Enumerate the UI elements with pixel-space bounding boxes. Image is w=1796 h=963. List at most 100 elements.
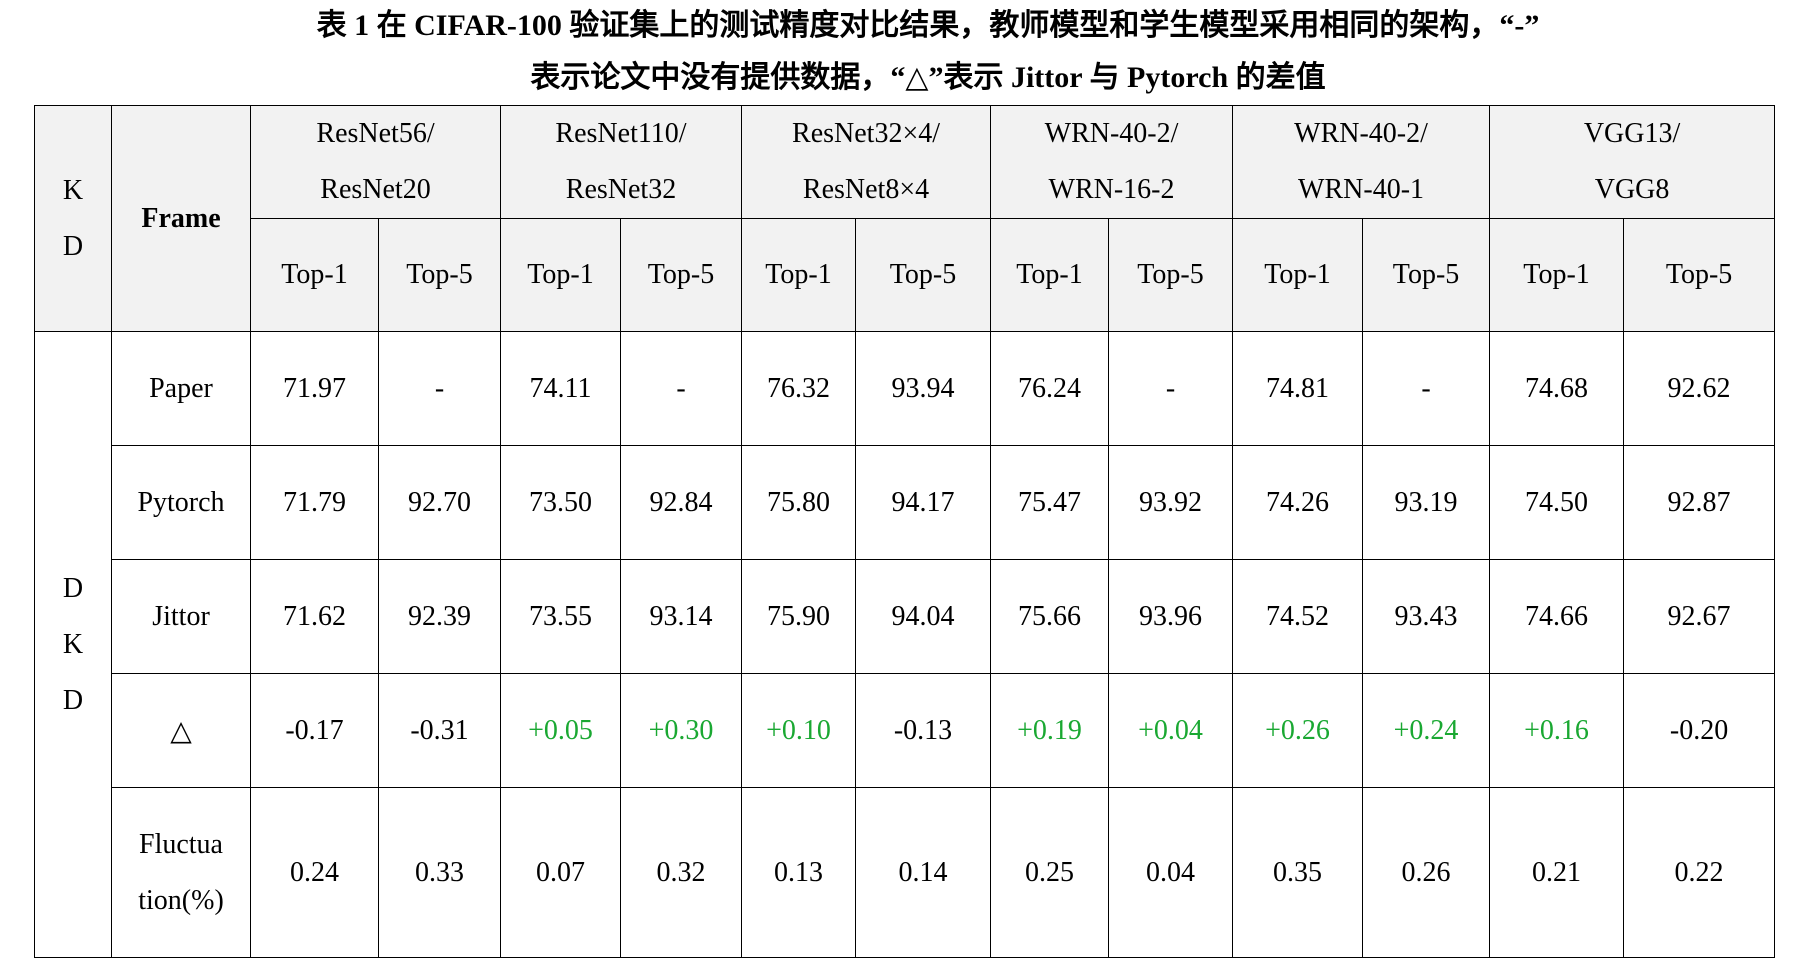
value-cell: 71.79 — [250, 445, 379, 560]
value-cell: - — [1108, 331, 1234, 446]
header-row-metrics: Top-1 Top-5 Top-1 Top-5 Top-1 Top-5 Top-… — [35, 218, 1776, 332]
kd-header-cell: K D — [34, 105, 112, 332]
value-cell: 71.97 — [250, 331, 379, 446]
value-cell: - — [619, 331, 743, 446]
metric-header-top1: Top-1 — [741, 218, 857, 332]
delta-value-cell: +0.26 — [1232, 673, 1364, 788]
value-cell: 74.52 — [1232, 559, 1364, 674]
value-cell: 75.66 — [990, 559, 1110, 674]
value-cell: 93.14 — [619, 559, 743, 674]
delta-value-cell: -0.20 — [1623, 673, 1776, 788]
value-cell: 74.26 — [1232, 445, 1364, 560]
metric-header-top1: Top-1 — [990, 218, 1110, 332]
delta-value-cell: +0.10 — [741, 673, 857, 788]
metric-header-top1: Top-1 — [1232, 218, 1364, 332]
header-row-models: K D Frame ResNet56/ ResNet20 ResNet110/ … — [34, 105, 1776, 332]
fluctuation-value-cell: 0.22 — [1623, 787, 1776, 958]
value-cell: 92.67 — [1623, 559, 1776, 674]
metric-header-top5: Top-5 — [1108, 218, 1234, 332]
table-header: K D Frame ResNet56/ ResNet20 ResNet110/ … — [34, 105, 1776, 332]
kd-header-line-2: D — [62, 230, 84, 262]
fluctuation-value-cell: 0.24 — [250, 787, 379, 958]
fluctuation-value-cell: 0.21 — [1489, 787, 1625, 958]
fluctuation-value-cell: 0.25 — [990, 787, 1110, 958]
delta-symbol-cell: △ — [111, 673, 251, 788]
model-header-1-line-2: ResNet20 — [320, 174, 431, 205]
fluctuation-value-cell: 0.33 — [378, 787, 501, 958]
value-cell: 74.81 — [1232, 331, 1364, 446]
model-header-2-line-2: ResNet32 — [565, 174, 677, 205]
frame-cell: Jittor — [111, 559, 251, 674]
model-header-5-line-2: WRN-40-1 — [1298, 174, 1425, 205]
metric-header-top1: Top-1 — [1489, 218, 1625, 332]
model-header-5: WRN-40-2/ WRN-40-1 — [1232, 105, 1491, 219]
fluctuation-value-cell: 0.26 — [1362, 787, 1491, 958]
value-cell: 74.66 — [1489, 559, 1625, 674]
table-caption: 表 1 在 CIFAR-100 验证集上的测试精度对比结果，教师模型和学生模型采… — [0, 0, 1796, 104]
value-cell: 93.43 — [1362, 559, 1491, 674]
frame-cell: Paper — [111, 331, 251, 446]
model-header-6: VGG13/ VGG8 — [1489, 105, 1776, 219]
metric-header-top5: Top-5 — [855, 218, 992, 332]
fluctuation-value-cell: 0.14 — [855, 787, 992, 958]
delta-value-cell: +0.04 — [1108, 673, 1234, 788]
table-row-fluctuation: Fluctua tion(%) 0.24 0.33 0.07 0.32 0.13… — [35, 787, 1776, 958]
delta-value-cell: +0.19 — [990, 673, 1110, 788]
metric-header-top1: Top-1 — [500, 218, 621, 332]
value-cell: 75.90 — [741, 559, 857, 674]
model-header-3-line-1: ResNet32×4/ — [792, 118, 941, 149]
delta-value-cell: +0.16 — [1489, 673, 1625, 788]
value-cell: 92.39 — [378, 559, 501, 674]
delta-value-cell: -0.13 — [855, 673, 992, 788]
method-cell: D K D — [34, 331, 112, 958]
fluctuation-value-cell: 0.07 — [500, 787, 621, 958]
model-header-4: WRN-40-2/ WRN-16-2 — [990, 105, 1234, 219]
value-cell: 92.62 — [1623, 331, 1776, 446]
value-cell: 93.96 — [1108, 559, 1234, 674]
frame-cell: Pytorch — [111, 445, 251, 560]
model-header-1: ResNet56/ ResNet20 — [250, 105, 501, 219]
model-header-3-line-2: ResNet8×4 — [802, 174, 930, 205]
table-row-delta: △ -0.17 -0.31 +0.05 +0.30 +0.10 -0.13 +0… — [35, 673, 1776, 788]
value-cell: 92.87 — [1623, 445, 1776, 560]
model-header-4-line-1: WRN-40-2/ — [1044, 118, 1179, 149]
fluctuation-value-cell: 0.13 — [741, 787, 857, 958]
delta-value-cell: +0.30 — [619, 673, 743, 788]
delta-value-cell: -0.31 — [378, 673, 501, 788]
value-cell: 93.92 — [1108, 445, 1234, 560]
metric-header-top5: Top-5 — [1623, 218, 1776, 332]
method-line-3: D — [62, 684, 84, 716]
value-cell: 76.32 — [741, 331, 857, 446]
model-header-1-line-1: ResNet56/ — [316, 118, 435, 149]
fluctuation-frame-cell: Fluctua tion(%) — [111, 787, 251, 958]
model-header-5-line-1: WRN-40-2/ — [1294, 118, 1428, 149]
method-line-2: K — [62, 628, 84, 660]
metric-header-top5: Top-5 — [1362, 218, 1491, 332]
table-row-pytorch: Pytorch 71.79 92.70 73.50 92.84 75.80 94… — [35, 445, 1776, 560]
table-body: D K D Paper 71.97 - 74.11 - 76.32 93.94 … — [34, 331, 1776, 958]
delta-value-cell: +0.05 — [500, 673, 621, 788]
model-header-4-line-2: WRN-16-2 — [1048, 174, 1175, 205]
metric-header-top5: Top-5 — [619, 218, 743, 332]
fluctuation-line-1: Fluctua — [139, 828, 223, 860]
value-cell: 75.80 — [741, 445, 857, 560]
delta-value-cell: +0.24 — [1362, 673, 1491, 788]
fluctuation-value-cell: 0.32 — [619, 787, 743, 958]
fluctuation-value-cell: 0.04 — [1108, 787, 1234, 958]
model-header-6-line-2: VGG8 — [1594, 174, 1670, 205]
caption-line-1: 表 1 在 CIFAR-100 验证集上的测试精度对比结果，教师模型和学生模型采… — [316, 9, 1540, 42]
value-cell: 74.68 — [1489, 331, 1625, 446]
fluctuation-line-2: tion(%) — [138, 884, 224, 916]
table-row-paper: D K D Paper 71.97 - 74.11 - 76.32 93.94 … — [34, 331, 1776, 958]
value-cell: 93.94 — [855, 331, 992, 446]
results-table: K D Frame ResNet56/ ResNet20 ResNet110/ … — [34, 105, 1776, 958]
metric-header-top1: Top-1 — [250, 218, 379, 332]
value-cell: - — [378, 331, 501, 446]
value-cell: 74.11 — [500, 331, 621, 446]
model-header-2-line-1: ResNet110/ — [555, 118, 687, 149]
kd-header-line-1: K — [62, 174, 84, 206]
value-cell: 94.17 — [855, 445, 992, 560]
value-cell: 93.19 — [1362, 445, 1491, 560]
value-cell: 74.50 — [1489, 445, 1625, 560]
value-cell: 73.55 — [500, 559, 621, 674]
